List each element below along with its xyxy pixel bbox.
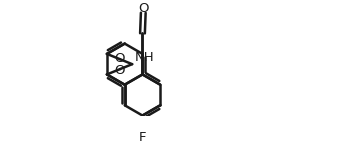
Text: O: O	[114, 51, 125, 65]
Text: O: O	[138, 2, 148, 15]
Text: NH: NH	[134, 51, 154, 64]
Text: F: F	[139, 131, 146, 144]
Text: O: O	[114, 64, 125, 77]
